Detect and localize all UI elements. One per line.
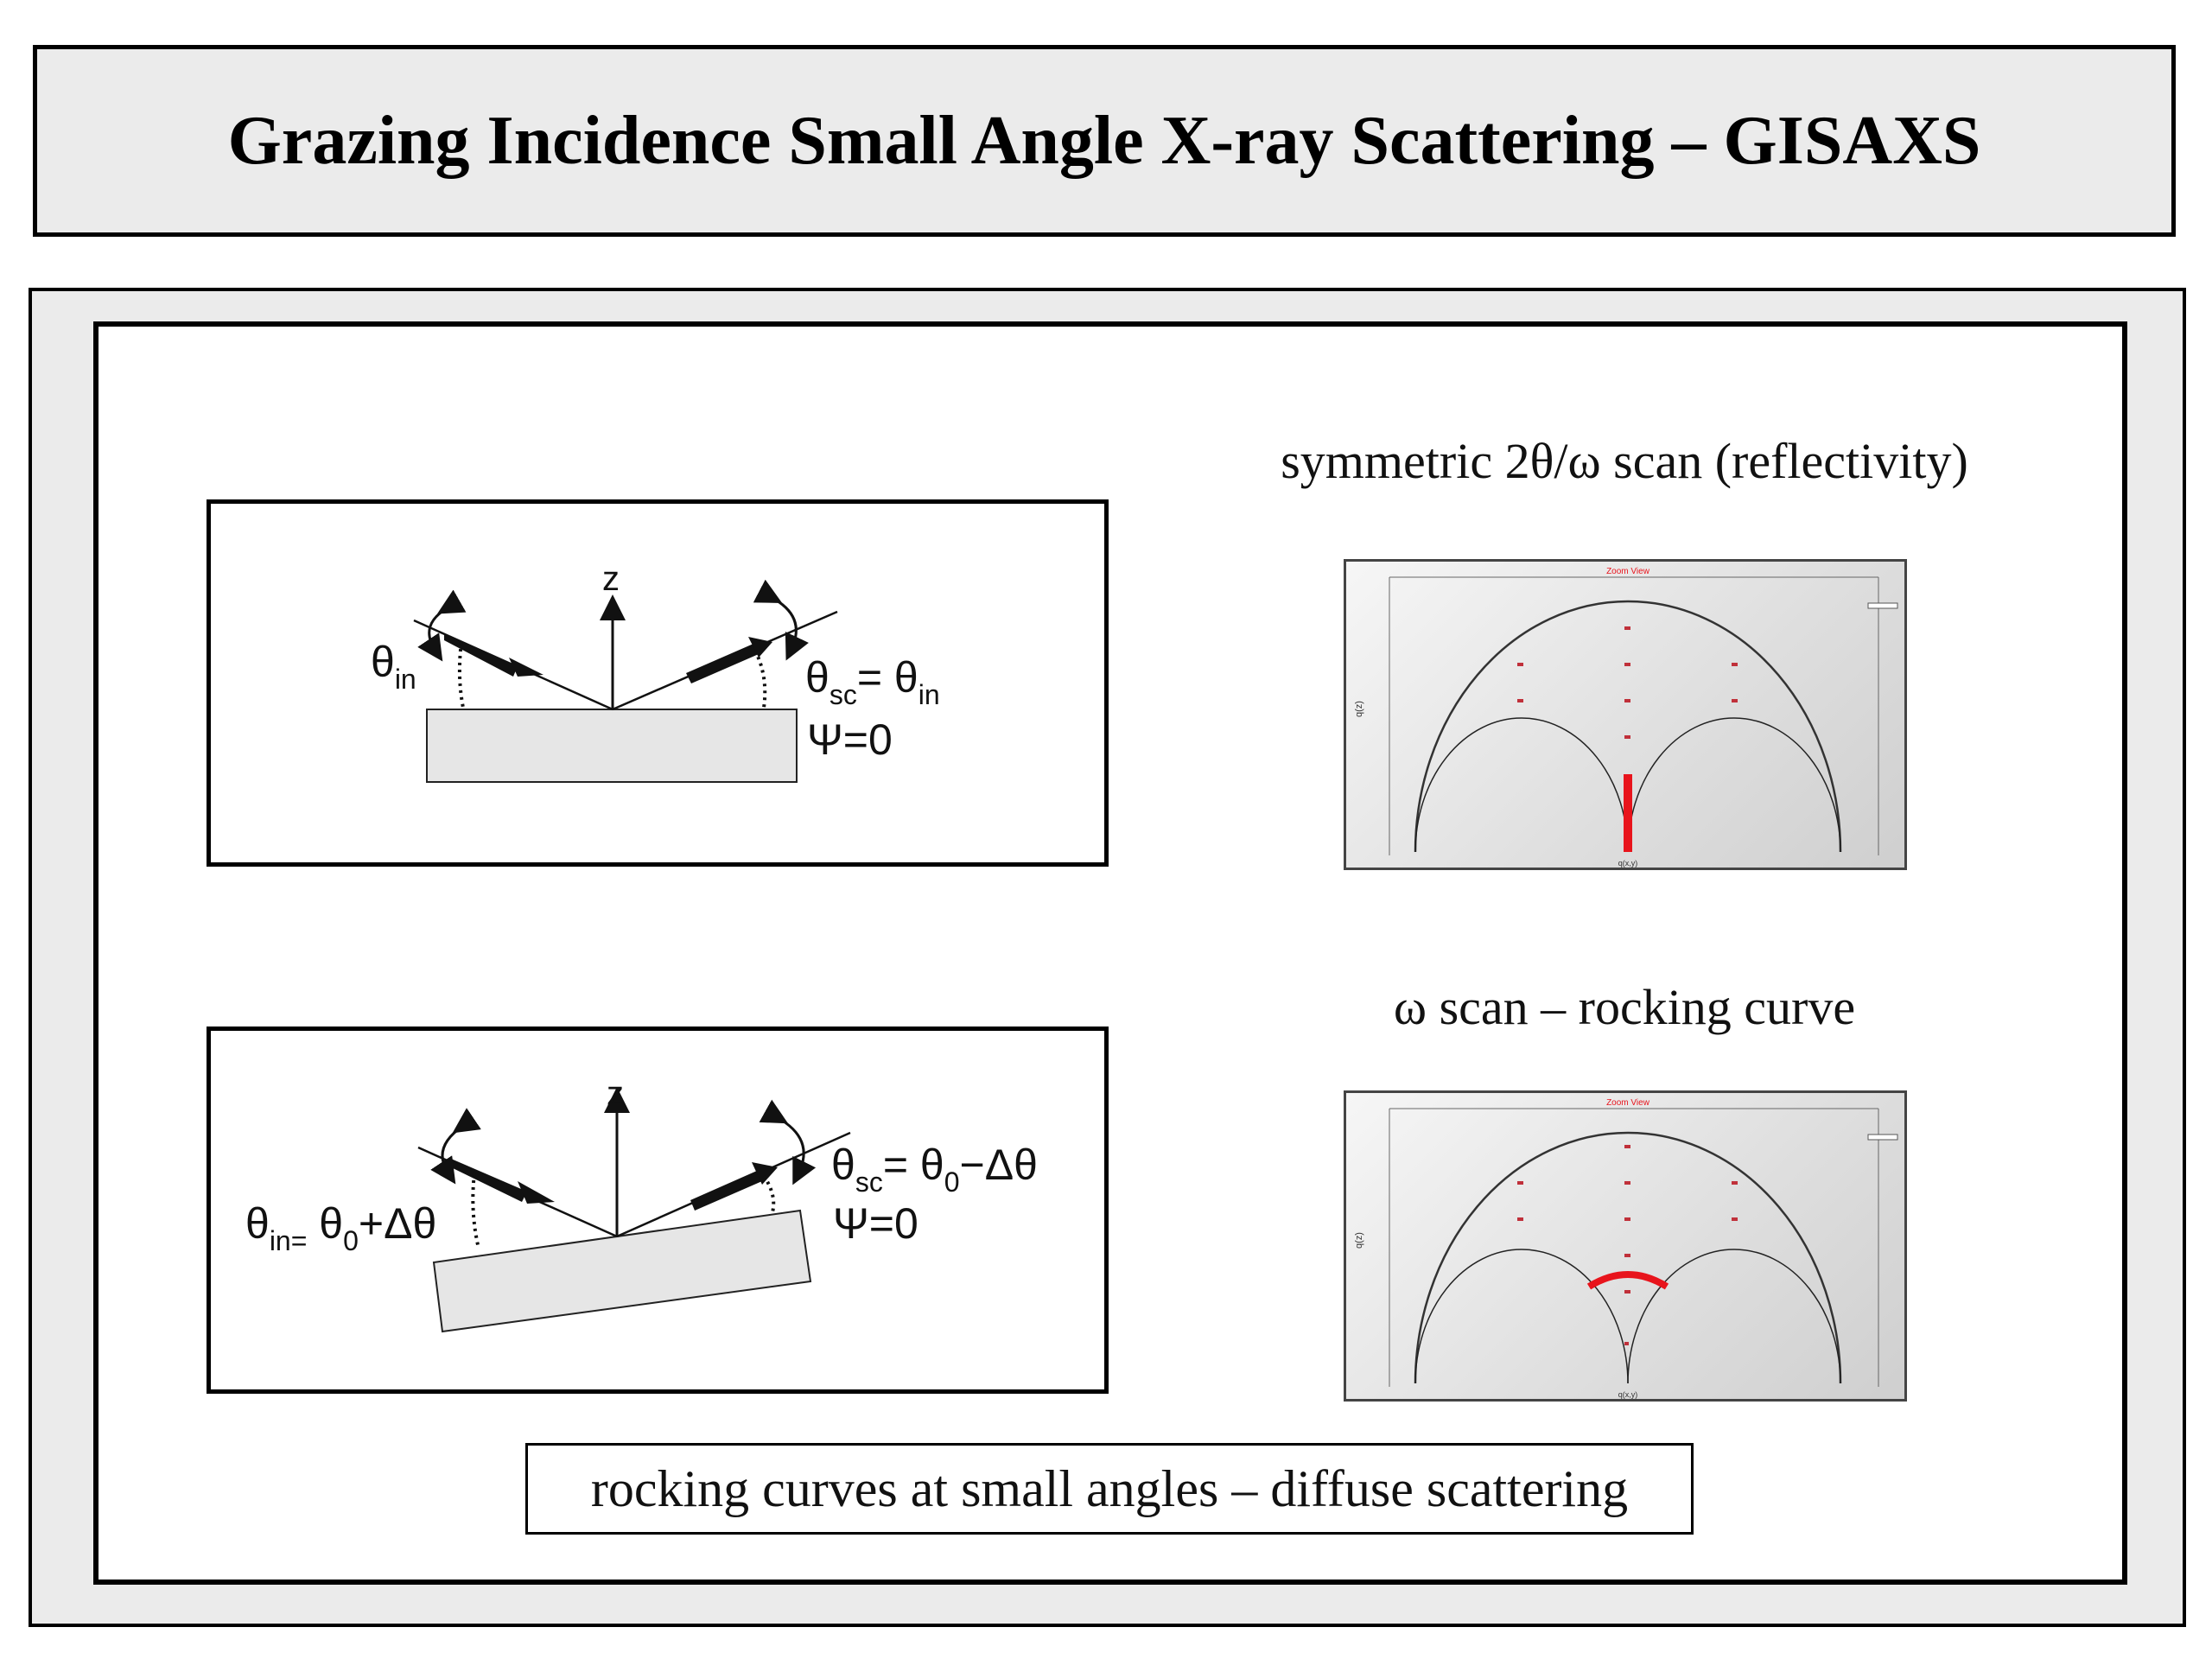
plot-header: Zoom View — [1606, 567, 1650, 576]
specular-scan-line — [1624, 774, 1632, 852]
page-title: Grazing Incidence Small Angle X-ray Scat… — [227, 102, 1981, 179]
rocking-scan-arc — [1586, 1271, 1669, 1290]
reflectivity-scan-plot: Zoom View q(z) q(x,y) — [1344, 559, 1907, 870]
reciprocal-lattice-points — [1517, 1145, 1738, 1345]
theta-sc-angle-arc — [753, 650, 767, 709]
x-axis-label: q(x,y) — [1618, 859, 1638, 868]
incident-rotation-arrow — [430, 1108, 481, 1185]
y-axis-label: q(z) — [1354, 1232, 1364, 1249]
z-axis-label: z — [602, 560, 620, 598]
theta-in-label: θin= θ0+Δθ — [245, 1199, 436, 1256]
x-axis-label: q(x,y) — [1618, 1390, 1638, 1399]
y-axis-label: q(z) — [1354, 701, 1364, 717]
outer-arc — [1414, 600, 1842, 853]
theta-in-angle-arc — [471, 1173, 480, 1249]
right-inner-arc — [1627, 717, 1841, 853]
theta-sc-angle-arc — [762, 1174, 776, 1213]
right-inner-arc — [1627, 1249, 1841, 1384]
bottom-note: rocking curves at small angles – diffuse… — [525, 1443, 1694, 1535]
substrate — [432, 1209, 812, 1333]
theta-in-label: θin — [371, 638, 416, 695]
theta-sc-label: θsc= θ0−Δθ — [831, 1141, 1038, 1198]
z-axis-label: z — [607, 1075, 624, 1113]
reciprocal-lattice-points — [1517, 626, 1738, 739]
symmetric-geometry-diagram: z θin θsc= θin Ψ=0 — [207, 499, 1109, 867]
rocking-curve-plot: Zoom View q(z) q(x,y) — [1344, 1090, 1907, 1402]
substrate — [426, 709, 798, 783]
rocking-curve-caption: ω scan – rocking curve — [1393, 979, 1856, 1035]
title-banner: Grazing Incidence Small Angle X-ray Scat… — [33, 45, 2176, 237]
scattered-rotation-arrow — [759, 1099, 817, 1185]
psi-label: Ψ=0 — [807, 715, 893, 764]
tilted-geometry-diagram: z θin= θ0+Δθ θsc= θ0−Δθ Ψ=0 — [207, 1027, 1109, 1394]
plot-header: Zoom View — [1606, 1098, 1650, 1108]
psi-label: Ψ=0 — [833, 1199, 918, 1248]
theta-sc-label: θsc= θin — [805, 653, 940, 710]
scattered-rotation-arrow — [753, 579, 809, 661]
left-inner-arc — [1414, 717, 1629, 853]
reflectivity-scan-caption: symmetric 2θ/ω scan (reflectivity) — [1281, 433, 1968, 489]
incident-rotation-arrow — [417, 589, 467, 662]
outer-arc — [1414, 1131, 1842, 1384]
left-inner-arc — [1414, 1249, 1629, 1384]
theta-in-angle-arc — [457, 641, 465, 709]
